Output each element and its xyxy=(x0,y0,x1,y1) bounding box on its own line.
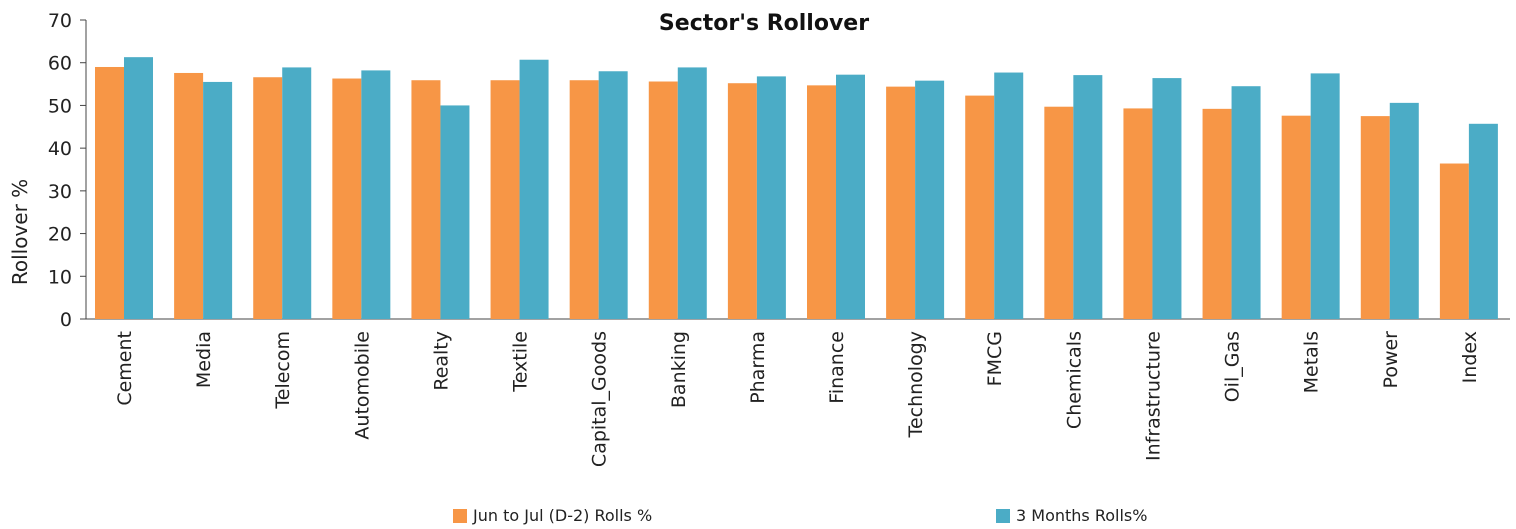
x-tick-label: Banking xyxy=(668,331,690,408)
y-tick-label: 30 xyxy=(48,181,72,203)
bar-banking-series-2 xyxy=(678,67,707,319)
bar-automobile-series-2 xyxy=(361,70,390,319)
x-tick-label: Oil_Gas xyxy=(1222,331,1244,402)
y-axis-label: Rollover % xyxy=(8,179,32,285)
bar-oil-gas-series-2 xyxy=(1232,86,1261,319)
y-tick-label: 70 xyxy=(48,10,72,32)
legend-swatch-1 xyxy=(453,509,467,523)
bar-technology-series-2 xyxy=(915,81,944,319)
x-tick-label: Media xyxy=(193,331,215,388)
bar-power-series-2 xyxy=(1390,103,1419,319)
bar-media-series-2 xyxy=(203,82,232,319)
bar-realty-series-2 xyxy=(440,105,469,319)
bar-index-series-2 xyxy=(1469,124,1498,319)
bar-pharma-series-1 xyxy=(728,83,757,319)
bar-chemicals-series-1 xyxy=(1044,107,1073,319)
x-tick-label: Chemicals xyxy=(1063,331,1085,429)
bar-textile-series-2 xyxy=(520,60,549,319)
y-ticks: 0 10 20 30 40 50 60 70 xyxy=(48,10,86,331)
bar-index-series-1 xyxy=(1440,164,1469,319)
legend-item-2: 3 Months Rolls% xyxy=(996,506,1147,525)
x-tick-label: Power xyxy=(1380,331,1402,389)
x-tick-label: Realty xyxy=(430,331,452,391)
bar-technology-series-1 xyxy=(886,87,915,319)
x-tick-label: Capital_Goods xyxy=(589,331,611,467)
x-tick-label: Technology xyxy=(905,331,927,438)
bar-automobile-series-1 xyxy=(332,79,361,319)
bar-oil-gas-series-1 xyxy=(1203,109,1232,319)
bar-realty-series-1 xyxy=(411,80,440,319)
x-tick-label: Finance xyxy=(826,331,848,404)
x-tick-label: Textile xyxy=(510,331,532,393)
bar-textile-series-1 xyxy=(491,80,520,319)
bar-fmcg-series-2 xyxy=(994,73,1023,319)
legend-label-2: 3 Months Rolls% xyxy=(1016,506,1147,525)
bar-infrastructure-series-1 xyxy=(1123,108,1152,319)
x-tick-label: Pharma xyxy=(747,331,769,404)
x-tick-label: Index xyxy=(1459,331,1481,383)
legend-label-1: Jun to Jul (D-2) Rolls % xyxy=(473,506,652,525)
bar-media-series-1 xyxy=(174,73,203,319)
bar-cement-series-1 xyxy=(95,67,124,319)
bar-infrastructure-series-2 xyxy=(1152,78,1181,319)
y-tick-label: 10 xyxy=(48,266,72,288)
bar-capital-goods-series-2 xyxy=(599,71,628,319)
x-tick-label: Cement xyxy=(114,331,136,406)
x-tick-label: Automobile xyxy=(351,331,373,440)
bar-pharma-series-2 xyxy=(757,76,786,319)
y-tick-label: 50 xyxy=(48,95,72,117)
bar-telecom-series-1 xyxy=(253,77,282,319)
x-tick-label: Telecom xyxy=(272,331,294,410)
legend-item-1: Jun to Jul (D-2) Rolls % xyxy=(453,506,652,525)
bar-metals-series-2 xyxy=(1311,73,1340,319)
bar-telecom-series-2 xyxy=(282,67,311,319)
bar-finance-series-2 xyxy=(836,75,865,319)
y-tick-label: 20 xyxy=(48,224,72,246)
bar-finance-series-1 xyxy=(807,85,836,319)
y-tick-label: 0 xyxy=(60,309,72,331)
bar-chemicals-series-2 xyxy=(1073,75,1102,319)
chart-title: Sector's Rollover xyxy=(659,11,869,36)
bar-banking-series-1 xyxy=(649,82,678,319)
bars xyxy=(95,57,1498,319)
bar-metals-series-1 xyxy=(1282,116,1311,319)
x-tick-label: Metals xyxy=(1301,331,1323,393)
x-tick-labels: Cement Media Telecom Automobile Realty Textil… xyxy=(114,331,1481,467)
y-tick-label: 40 xyxy=(48,138,72,160)
bar-capital-goods-series-1 xyxy=(570,80,599,319)
bar-fmcg-series-1 xyxy=(965,96,994,319)
bar-cement-series-2 xyxy=(124,57,153,319)
x-tick-label: Infrastructure xyxy=(1142,331,1164,461)
bar-power-series-1 xyxy=(1361,116,1390,319)
y-tick-label: 60 xyxy=(48,53,72,75)
x-tick-label: FMCG xyxy=(984,331,1006,386)
legend-swatch-2 xyxy=(996,509,1010,523)
